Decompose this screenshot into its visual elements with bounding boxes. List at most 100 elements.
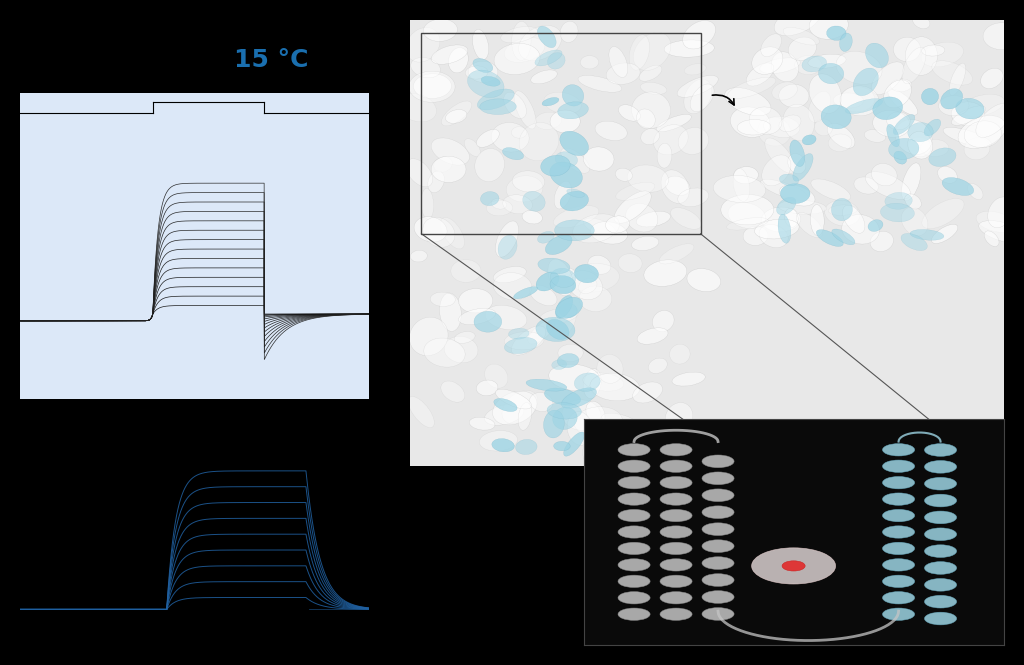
Ellipse shape <box>870 231 893 251</box>
Ellipse shape <box>538 231 554 243</box>
Ellipse shape <box>690 84 714 112</box>
Ellipse shape <box>984 231 999 247</box>
Ellipse shape <box>411 250 427 262</box>
Ellipse shape <box>633 382 663 403</box>
Ellipse shape <box>584 147 614 171</box>
Ellipse shape <box>474 311 502 332</box>
Ellipse shape <box>888 89 918 115</box>
Ellipse shape <box>518 25 562 61</box>
Ellipse shape <box>464 139 480 156</box>
Ellipse shape <box>743 226 768 245</box>
Ellipse shape <box>656 114 691 132</box>
Ellipse shape <box>636 211 671 227</box>
Ellipse shape <box>528 320 555 344</box>
Ellipse shape <box>410 317 449 356</box>
Ellipse shape <box>779 84 809 108</box>
Ellipse shape <box>552 360 566 370</box>
Ellipse shape <box>556 295 572 318</box>
Ellipse shape <box>496 221 518 257</box>
Ellipse shape <box>818 63 844 84</box>
Ellipse shape <box>752 548 836 584</box>
Ellipse shape <box>965 121 1001 148</box>
Ellipse shape <box>787 154 806 174</box>
Ellipse shape <box>574 373 600 392</box>
Ellipse shape <box>924 119 941 136</box>
Ellipse shape <box>728 203 766 229</box>
Ellipse shape <box>772 82 798 100</box>
Ellipse shape <box>702 489 734 501</box>
Ellipse shape <box>727 217 768 230</box>
Ellipse shape <box>519 122 559 161</box>
Ellipse shape <box>864 130 886 142</box>
Ellipse shape <box>894 37 921 62</box>
Ellipse shape <box>398 94 436 122</box>
Ellipse shape <box>597 354 623 383</box>
Ellipse shape <box>588 255 611 274</box>
Ellipse shape <box>554 442 570 451</box>
Ellipse shape <box>702 455 734 467</box>
Ellipse shape <box>925 528 956 541</box>
Ellipse shape <box>725 88 771 116</box>
Ellipse shape <box>409 71 455 102</box>
Ellipse shape <box>808 55 846 68</box>
Ellipse shape <box>511 127 526 138</box>
Ellipse shape <box>983 23 1020 50</box>
Ellipse shape <box>536 317 575 342</box>
Ellipse shape <box>414 74 452 98</box>
Ellipse shape <box>542 98 559 106</box>
Ellipse shape <box>560 21 578 43</box>
Ellipse shape <box>834 93 863 108</box>
Ellipse shape <box>759 225 788 247</box>
Ellipse shape <box>494 398 517 412</box>
Ellipse shape <box>492 199 507 209</box>
Ellipse shape <box>891 79 911 92</box>
Ellipse shape <box>529 392 553 412</box>
Ellipse shape <box>901 233 928 251</box>
Ellipse shape <box>618 509 650 522</box>
Ellipse shape <box>505 332 544 350</box>
Ellipse shape <box>666 176 690 196</box>
Ellipse shape <box>883 509 914 522</box>
Ellipse shape <box>939 96 969 116</box>
Ellipse shape <box>494 267 526 283</box>
Ellipse shape <box>881 203 914 222</box>
Ellipse shape <box>761 34 781 57</box>
Ellipse shape <box>910 229 944 240</box>
Ellipse shape <box>660 460 692 472</box>
Ellipse shape <box>549 364 600 391</box>
Ellipse shape <box>702 472 734 485</box>
Ellipse shape <box>678 188 709 207</box>
Ellipse shape <box>614 191 651 223</box>
Ellipse shape <box>865 43 889 68</box>
Ellipse shape <box>484 404 524 425</box>
Ellipse shape <box>540 308 579 324</box>
Ellipse shape <box>541 156 570 176</box>
Text: 15 °C: 15 °C <box>234 48 308 72</box>
Ellipse shape <box>618 526 650 538</box>
Ellipse shape <box>887 124 899 147</box>
Ellipse shape <box>677 76 718 97</box>
Ellipse shape <box>905 37 937 75</box>
Ellipse shape <box>836 51 882 84</box>
Ellipse shape <box>827 123 855 148</box>
Ellipse shape <box>503 195 532 213</box>
Ellipse shape <box>961 94 1005 116</box>
Ellipse shape <box>853 68 879 96</box>
Ellipse shape <box>618 575 650 587</box>
Ellipse shape <box>845 98 883 114</box>
Ellipse shape <box>560 131 589 156</box>
Ellipse shape <box>929 148 956 166</box>
Ellipse shape <box>628 165 669 192</box>
Ellipse shape <box>943 128 991 147</box>
Ellipse shape <box>544 92 582 114</box>
Ellipse shape <box>514 91 537 129</box>
Ellipse shape <box>522 192 545 211</box>
Ellipse shape <box>431 138 469 165</box>
Ellipse shape <box>644 260 687 287</box>
Ellipse shape <box>502 390 538 424</box>
Ellipse shape <box>561 388 597 408</box>
Ellipse shape <box>639 65 662 81</box>
Ellipse shape <box>883 575 914 587</box>
Ellipse shape <box>602 413 640 430</box>
Ellipse shape <box>895 120 932 154</box>
